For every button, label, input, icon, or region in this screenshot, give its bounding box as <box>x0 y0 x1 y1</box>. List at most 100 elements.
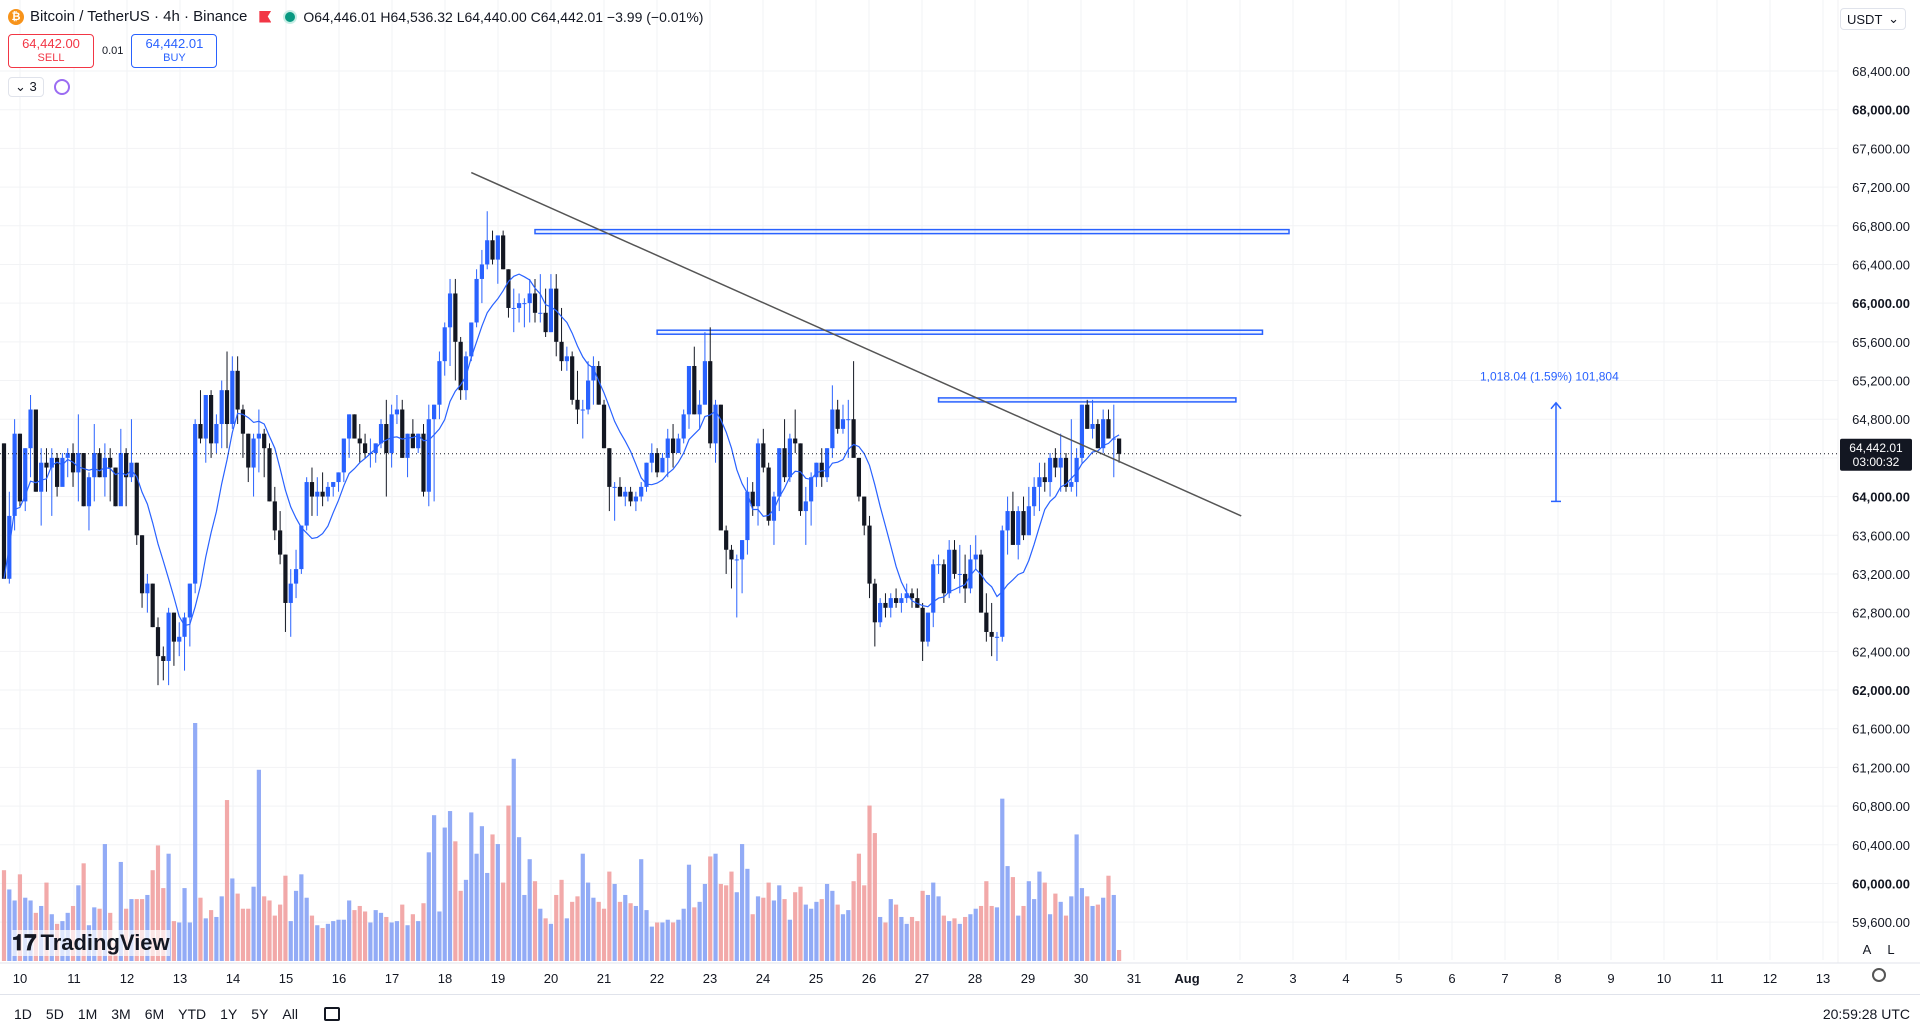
price-tick-label: 60,800.00 <box>1852 799 1910 814</box>
price-axis[interactable]: 62,000.00 62,400.00 62,800.00 63,200.00 63,6… <box>1837 0 1912 963</box>
range-1d[interactable]: 1D <box>14 1005 32 1022</box>
volume-bar <box>893 904 899 961</box>
candle-body <box>931 564 936 613</box>
volume-bar <box>655 922 660 961</box>
price-tick-label: 68,000.00 <box>1852 103 1910 118</box>
candle-body <box>543 312 548 333</box>
time-tick-label: 18 <box>438 971 452 986</box>
candle-body <box>1063 457 1069 487</box>
volume-bar <box>378 912 384 961</box>
range-3m[interactable]: 3M <box>111 1005 131 1022</box>
candle-body <box>639 486 644 497</box>
time-tick-label: 24 <box>756 971 770 986</box>
gear-icon[interactable] <box>1872 968 1886 982</box>
range-1y[interactable]: 1Y <box>220 1005 238 1022</box>
volume-bar <box>718 883 723 961</box>
candle-body <box>814 462 819 478</box>
candle-body <box>761 443 766 468</box>
candle-body <box>883 602 888 608</box>
volume-bar <box>288 921 293 961</box>
volume-bar <box>309 915 315 961</box>
time-tick-label: 30 <box>1074 971 1088 986</box>
volume-bar <box>495 844 500 961</box>
candle-body <box>1042 477 1047 483</box>
buy-button[interactable]: 64,442.01 BUY <box>131 34 218 68</box>
sync-icon[interactable] <box>53 79 70 95</box>
candle-body <box>283 554 288 603</box>
volume-bar <box>994 907 1000 961</box>
candle-body <box>208 395 214 444</box>
candle-body <box>739 540 745 560</box>
volume-bar <box>447 811 453 961</box>
sell-button[interactable]: 64,442.00 SELL <box>8 34 94 68</box>
volume-bar <box>702 883 708 961</box>
volume-bar <box>251 886 256 961</box>
horizontal-zones[interactable] <box>534 228 1290 403</box>
range-1m[interactable]: 1M <box>77 1005 98 1022</box>
volume-bar <box>219 896 224 961</box>
volume-bar <box>1010 877 1015 961</box>
candle-body <box>442 327 447 362</box>
candle-body <box>570 356 575 400</box>
range-ytd[interactable]: YTD <box>178 1005 207 1022</box>
candle-body <box>670 438 676 454</box>
time-tick-label: 2 <box>1236 971 1243 986</box>
candle-body <box>963 573 968 589</box>
volume-bar <box>522 894 527 961</box>
candle-body <box>12 433 17 516</box>
drawings[interactable]: 1,018.04 (1.59%) 101,804 <box>0 171 1838 517</box>
volume-bar <box>989 905 994 961</box>
candle-body <box>941 564 946 594</box>
time-tick-label: 16 <box>332 971 346 986</box>
currency-selector[interactable]: USDT ⌄ <box>1840 8 1906 30</box>
time-tick-label: 3 <box>1289 971 1296 986</box>
candle-body <box>957 573 962 575</box>
calendar-icon[interactable] <box>323 1006 340 1021</box>
symbol-legend: ₿ Bitcoin / TetherUS · 4h · Binance O64,… <box>8 8 703 25</box>
volume-bar <box>835 904 840 961</box>
trade-buttons: 64,442.00 SELL 0.01 64,442.01 BUY <box>8 34 218 68</box>
symbol-title[interactable]: Bitcoin / TetherUS · 4h · Binance <box>30 8 248 25</box>
candle-body <box>750 491 755 507</box>
volume-bar <box>739 844 745 961</box>
indicators-toggle[interactable]: ⌄ 3 <box>8 77 44 97</box>
volume-bar <box>803 904 808 961</box>
volume-bar <box>474 853 479 961</box>
price-tick-label: 67,200.00 <box>1852 180 1910 195</box>
range-6m[interactable]: 6M <box>144 1005 165 1022</box>
volume-bar <box>883 922 888 961</box>
volume-bar <box>44 882 49 961</box>
range-5y[interactable]: 5Y <box>251 1005 269 1022</box>
candle-body <box>39 462 44 492</box>
volume-bar <box>150 870 155 961</box>
candle-body <box>1095 424 1100 449</box>
volume-bar <box>400 904 405 961</box>
candle-body <box>474 278 479 323</box>
candle-body <box>92 453 97 478</box>
volume-bar <box>516 837 522 961</box>
candle-body <box>708 361 713 444</box>
volume-bar <box>623 894 628 961</box>
range-all[interactable]: All <box>282 1005 298 1022</box>
flag-icon[interactable] <box>259 10 272 23</box>
volume-bar <box>389 922 394 961</box>
candle-body <box>55 457 60 487</box>
range-5d[interactable]: 5D <box>45 1005 64 1022</box>
time-tick-label: 12 <box>120 971 134 986</box>
auto-scale-button[interactable]: A <box>1862 941 1872 957</box>
volume-bar <box>17 874 23 961</box>
candle-body <box>28 409 33 449</box>
time-axis[interactable]: 10 11 12 13 14 15 16 17 18 19 20 21 22 23 24 25 26 27 28 29… <box>0 962 1920 986</box>
volume-bar <box>421 903 426 961</box>
candle-body <box>384 424 389 454</box>
volume-bar <box>963 916 968 961</box>
log-scale-button[interactable]: L <box>1887 941 1895 957</box>
price-tick-label: 63,600.00 <box>1852 528 1910 543</box>
utc-clock[interactable]: 20:59:28 UTC <box>1822 1005 1910 1022</box>
candle-body <box>607 448 612 487</box>
volume-bar <box>463 879 469 961</box>
volume-bar <box>692 907 697 961</box>
candle-body <box>97 453 102 478</box>
candle-body <box>44 462 49 468</box>
